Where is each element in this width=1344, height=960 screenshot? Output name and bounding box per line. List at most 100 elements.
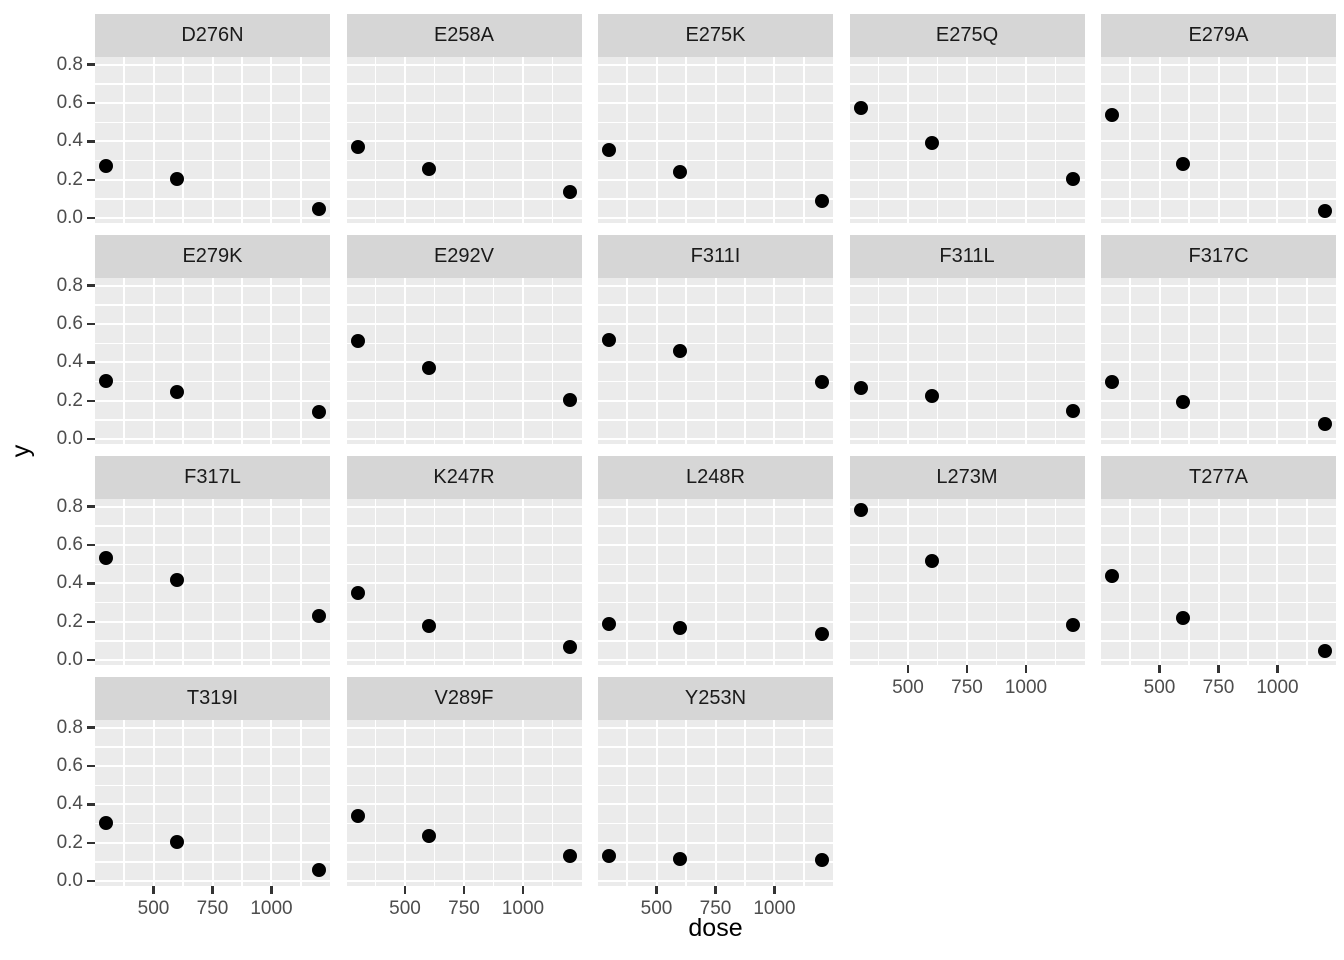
gridline-major-y	[598, 323, 833, 326]
gridline-minor-x	[1129, 499, 1131, 665]
gridline-major-x	[655, 278, 658, 444]
gridline-major-y	[95, 102, 330, 105]
x-axis-tick	[773, 886, 776, 894]
gridline-major-y	[849, 63, 1085, 66]
y-axis-tick-label: 0.6	[56, 755, 83, 777]
facet-panel	[95, 278, 330, 444]
y-axis-tick-label: 0.2	[56, 389, 83, 411]
gridline-minor-x	[1188, 278, 1190, 444]
gridline-minor-x	[936, 278, 939, 444]
gridline-major-x	[521, 278, 524, 444]
facet-panel	[346, 278, 582, 444]
data-point	[673, 165, 688, 180]
facet-panel	[346, 57, 582, 223]
gridline-minor-x	[1054, 278, 1057, 444]
data-point	[1066, 404, 1081, 419]
gridline-minor-x	[182, 57, 184, 223]
facet-panel	[1101, 57, 1336, 223]
gridline-major-x	[270, 278, 273, 444]
gridline-major-y	[598, 765, 833, 768]
gridline-major-y	[346, 217, 582, 220]
gridline-major-x	[1024, 499, 1027, 665]
y-axis-tick	[87, 284, 95, 287]
gridline-major-y	[95, 323, 330, 326]
gridline-minor-x	[936, 499, 939, 665]
gridline-minor-x	[300, 720, 302, 886]
gridline-major-y	[346, 880, 582, 883]
y-axis-tick	[87, 361, 95, 364]
gridline-major-y	[1101, 438, 1336, 441]
facet-label: E279A	[1188, 24, 1249, 46]
y-axis-tick	[87, 658, 95, 662]
x-axis-tick	[655, 886, 658, 894]
gridline-major-y	[346, 284, 582, 287]
facet-label: F311I	[690, 245, 741, 267]
x-axis-tick-label: 1000	[1256, 677, 1299, 698]
facet-strip: T277A	[1101, 456, 1336, 499]
x-axis-tick	[1024, 665, 1028, 673]
gridline-major-x	[1276, 499, 1279, 665]
gridline-minor-x	[492, 278, 495, 444]
data-point	[853, 100, 868, 115]
gridline-major-x	[655, 499, 658, 665]
data-point	[311, 862, 326, 877]
y-axis-title: y	[6, 444, 35, 458]
x-axis-tick-label: 750	[448, 898, 480, 919]
gridline-major-x	[714, 278, 717, 444]
gridline-minor-x	[685, 278, 687, 444]
gridline-major-y	[849, 620, 1085, 623]
gridline-major-y	[346, 726, 582, 729]
x-axis-tick-label: 750	[196, 898, 229, 919]
x-axis-tick	[1217, 665, 1220, 673]
facet-strip: F317C	[1101, 235, 1336, 278]
facet-strip: L273M	[849, 456, 1085, 499]
gridline-major-y	[598, 361, 833, 364]
data-point	[563, 849, 578, 864]
gridline-major-y	[598, 880, 833, 883]
x-axis-tick-label: 1000	[753, 898, 796, 919]
gridline-minor-x	[433, 278, 436, 444]
gridline-major-x	[1217, 278, 1220, 444]
data-point	[170, 385, 185, 400]
gridline-minor-x	[182, 720, 184, 886]
gridline-minor-x	[300, 57, 302, 223]
data-point	[1105, 107, 1120, 122]
gridline-minor-x	[241, 720, 243, 886]
gridline-major-y	[346, 438, 582, 441]
gridline-major-y	[346, 803, 582, 806]
y-axis-tick-label: 0.0	[56, 207, 83, 229]
data-point	[421, 361, 436, 376]
gridline-major-x	[270, 720, 273, 886]
gridline-major-y	[346, 659, 582, 662]
gridline-major-x	[152, 720, 155, 886]
gridline-minor-x	[744, 720, 746, 886]
x-axis-tick-label: 1000	[1004, 677, 1048, 698]
x-axis-tick-label: 750	[699, 898, 732, 919]
y-axis-tick	[87, 620, 95, 624]
gridline-minor-x	[492, 720, 495, 886]
data-point	[563, 392, 578, 407]
gridline-major-y	[95, 620, 330, 623]
x-axis-tick-label: 500	[389, 898, 421, 919]
x-axis-tick-label: 500	[892, 677, 924, 698]
gridline-major-y	[849, 659, 1085, 662]
y-axis-tick-label: 0.8	[56, 274, 83, 296]
gridline-major-y	[849, 140, 1085, 143]
y-axis-tick-label: 0.4	[56, 793, 83, 815]
y-axis-tick-label: 0.0	[56, 428, 83, 450]
y-axis-tick	[87, 803, 95, 806]
gridline-major-x	[1024, 57, 1027, 223]
data-point	[602, 333, 617, 348]
facet-label: E258A	[433, 24, 495, 46]
facet-strip: Y253N	[598, 677, 833, 720]
gridline-major-y	[1101, 178, 1336, 181]
gridline-major-x	[152, 499, 155, 665]
y-axis-tick	[87, 505, 95, 508]
data-point	[563, 639, 578, 654]
gridline-minor-x	[492, 499, 495, 665]
data-point	[311, 201, 326, 216]
gridline-minor-x	[300, 278, 302, 444]
x-axis-tick	[906, 665, 910, 673]
gridline-major-x	[211, 57, 214, 223]
gridline-major-y	[1101, 284, 1336, 287]
